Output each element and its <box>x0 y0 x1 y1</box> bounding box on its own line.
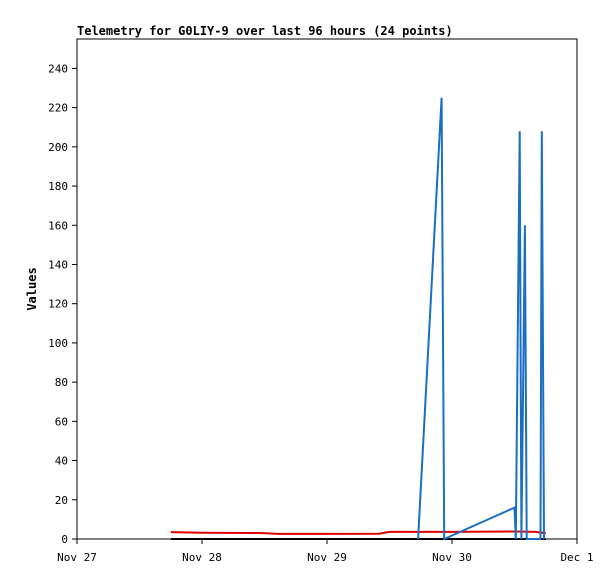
y-axis-ticks: 0 20 40 60 80 100 120 140 160 180 200 220 240 <box>48 62 77 546</box>
x-tick-label: Dec 1 <box>560 551 593 564</box>
y-tick-label: 160 <box>48 219 68 232</box>
y-tick-label: 140 <box>48 258 68 271</box>
y-tick-label: 200 <box>48 141 68 154</box>
x-tick-label: Nov 27 <box>57 551 97 564</box>
y-tick-label: 120 <box>48 298 68 311</box>
y-axis-label: Values <box>25 267 39 310</box>
chart-title: Telemetry for G0LIY-9 over last 96 hours… <box>77 24 453 38</box>
y-tick-label: 180 <box>48 180 68 193</box>
plot-area <box>76 38 578 540</box>
y-tick-label: 100 <box>48 337 68 350</box>
x-tick-label: Nov 29 <box>307 551 347 564</box>
y-tick-label: 0 <box>61 533 68 546</box>
y-tick-label: 20 <box>55 494 68 507</box>
y-tick-label: 80 <box>55 376 68 389</box>
y-tick-label: 220 <box>48 102 68 115</box>
x-axis-ticks: Nov 27 Nov 28 Nov 29 Nov 30 Dec 1 <box>57 539 594 564</box>
y-tick-label: 240 <box>48 62 68 75</box>
x-tick-label: Nov 30 <box>432 551 472 564</box>
y-tick-label: 60 <box>55 415 68 428</box>
x-tick-label: Nov 28 <box>182 551 222 564</box>
y-tick-label: 40 <box>55 455 68 468</box>
series-layer <box>170 97 546 541</box>
series-line-3 <box>417 97 545 541</box>
